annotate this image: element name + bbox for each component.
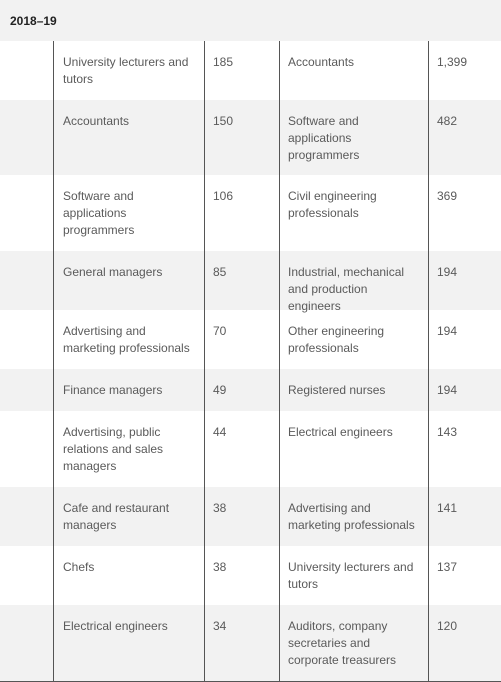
occupation-b-cell: Registered nurses (279, 369, 428, 411)
occupation-b-cell: Electrical engineers (279, 411, 428, 487)
year-label: 2018–19 (10, 13, 57, 28)
table-row: Advertising, public relations and sales … (0, 411, 501, 487)
value-b-cell: 194 (428, 251, 501, 310)
table-row: Chefs 38 University lecturers and tutors… (0, 546, 501, 605)
occupation-a-cell: Software and applications programmers (53, 175, 204, 251)
table-row: Cafe and restaurant managers 38 Advertis… (0, 487, 501, 546)
spacer-cell (0, 251, 53, 310)
value-a-cell: 38 (204, 487, 279, 546)
value-a-cell: 44 (204, 411, 279, 487)
spacer-cell (0, 487, 53, 546)
occupation-a-cell: Chefs (53, 546, 204, 605)
table-row: University lecturers and tutors 185 Acco… (0, 41, 501, 100)
occupation-a-cell: Advertising, public relations and sales … (53, 411, 204, 487)
value-a-cell: 150 (204, 100, 279, 175)
value-a-cell: 34 (204, 605, 279, 681)
spacer-cell (0, 369, 53, 411)
value-b-cell: 120 (428, 605, 501, 681)
occupation-b-cell: Civil engineering professionals (279, 175, 428, 251)
value-b-cell: 194 (428, 369, 501, 411)
occupation-b-cell: Advertising and marketing professionals (279, 487, 428, 546)
spacer-cell (0, 546, 53, 605)
value-a-cell: 185 (204, 41, 279, 100)
occupation-a-cell: Finance managers (53, 369, 204, 411)
value-a-cell: 106 (204, 175, 279, 251)
spacer-cell (0, 605, 53, 681)
spacer-cell (0, 310, 53, 369)
occupation-b-cell: Industrial, mechanical and production en… (279, 251, 428, 313)
value-b-cell: 137 (428, 546, 501, 605)
occupation-a-cell: Advertising and marketing professionals (53, 310, 204, 369)
occupation-b-cell: Accountants (279, 41, 428, 100)
spacer-cell (0, 175, 53, 251)
table-row: Finance managers 49 Registered nurses 19… (0, 369, 501, 411)
occupation-a-cell: General managers (53, 251, 204, 310)
value-b-cell: 1,399 (428, 41, 501, 100)
table-row: Software and applications programmers 10… (0, 175, 501, 251)
value-a-cell: 85 (204, 251, 279, 310)
spacer-cell (0, 41, 53, 100)
table-row: Accountants 150 Software and application… (0, 100, 501, 175)
table-row: General managers 85 Industrial, mechanic… (0, 251, 501, 313)
occupation-a-cell: Cafe and restaurant managers (53, 487, 204, 546)
spacer-cell (0, 411, 53, 487)
value-b-cell: 482 (428, 100, 501, 175)
table-row: Advertising and marketing professionals … (0, 310, 501, 369)
year-header-row: 2018–19 (0, 0, 501, 41)
value-b-cell: 143 (428, 411, 501, 487)
value-a-cell: 49 (204, 369, 279, 411)
value-a-cell: 70 (204, 310, 279, 369)
value-a-cell: 38 (204, 546, 279, 605)
occupation-b-cell: Other engineering professionals (279, 310, 428, 369)
occupation-b-cell: Software and applications programmers (279, 100, 428, 175)
value-b-cell: 141 (428, 487, 501, 546)
occupation-a-cell: University lecturers and tutors (53, 41, 204, 100)
occupation-b-cell: Auditors, company secretaries and corpor… (279, 605, 428, 681)
occupation-a-cell: Accountants (53, 100, 204, 175)
table-row: Electrical engineers 34 Auditors, compan… (0, 605, 501, 681)
occupation-a-cell: Electrical engineers (53, 605, 204, 681)
spacer-cell (0, 100, 53, 175)
value-b-cell: 369 (428, 175, 501, 251)
occupation-b-cell: University lecturers and tutors (279, 546, 428, 605)
value-b-cell: 194 (428, 310, 501, 369)
